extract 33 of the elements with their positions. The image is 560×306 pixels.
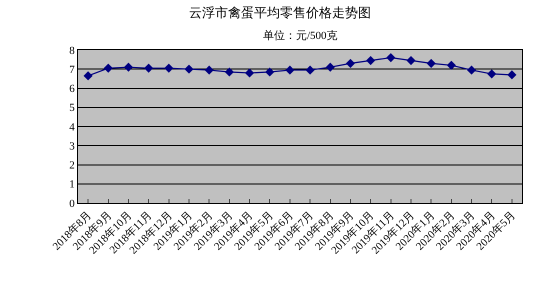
chart-title: 云浮市禽蛋平均零售价格走势图 [189, 4, 371, 20]
point [426, 58, 436, 68]
point [144, 64, 154, 73]
point [84, 71, 93, 80]
point [104, 64, 113, 73]
point [346, 58, 355, 68]
point [507, 70, 516, 80]
y-tick-label: 6 [69, 83, 76, 96]
point [386, 53, 396, 62]
point [124, 62, 133, 72]
point [446, 60, 456, 70]
point [467, 66, 476, 75]
point [245, 68, 254, 78]
point [406, 56, 416, 66]
y-tick-label: 8 [69, 44, 76, 57]
y-tick-label: 7 [69, 64, 76, 76]
point [164, 64, 174, 73]
point [224, 67, 234, 77]
y-tick-label: 3 [69, 140, 76, 152]
point [184, 64, 194, 74]
point [285, 66, 294, 75]
point [326, 62, 335, 72]
point [265, 67, 274, 77]
y-tick-label: 1 [69, 178, 75, 191]
point [204, 66, 214, 75]
y-tick-label: 4 [69, 121, 76, 134]
point [487, 69, 496, 78]
y-tick-label: 5 [69, 102, 76, 114]
chart-subtitle: 单位：元/500克 [263, 29, 338, 42]
y-tick-label: 2 [69, 160, 75, 172]
y-tick-label: 0 [69, 198, 76, 210]
point [306, 66, 315, 75]
point [366, 56, 376, 66]
